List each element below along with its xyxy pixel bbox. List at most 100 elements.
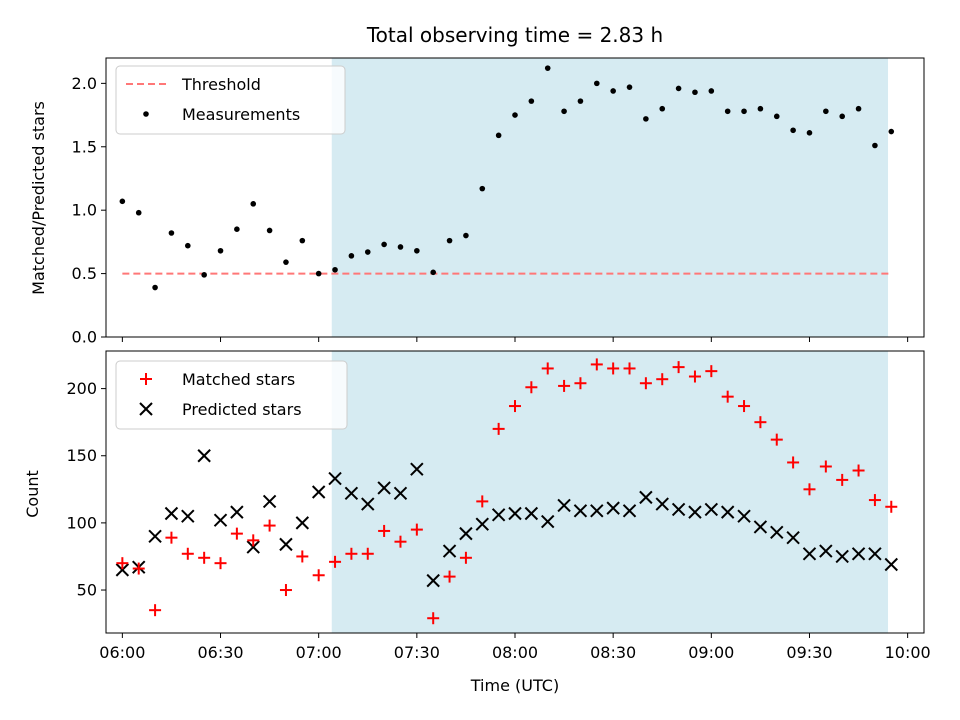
count-y-axis-label: Count: [23, 470, 42, 518]
measurement-point: [659, 105, 666, 112]
measurement-point: [626, 84, 633, 90]
predicted-star-point: [573, 504, 588, 518]
measurement-point: [855, 105, 862, 112]
measurement-point: [741, 108, 747, 115]
matched-star-point: [345, 547, 358, 560]
measurement-point: [381, 241, 387, 248]
predicted-star-point: [508, 506, 522, 521]
ratio-legend: Threshold Measurements: [115, 65, 346, 135]
predicted-star-point: [753, 520, 768, 534]
y-tick-label: 0.0: [72, 328, 97, 347]
matched-star-point: [329, 555, 342, 568]
predicted-star-point: [868, 547, 882, 561]
predicted-star-point: [246, 540, 260, 554]
x-tick-label: 06:30: [197, 643, 243, 662]
observing-window-shade: [331, 58, 889, 337]
predicted-star-point: [459, 526, 473, 541]
predicted-star-point: [655, 497, 669, 511]
matched-star-point: [132, 562, 145, 575]
predicted-star-point: [442, 544, 457, 558]
measurement-point: [135, 209, 142, 216]
measurement-point: [446, 237, 453, 244]
ratio-panel: 0.00.51.01.52.0 Matched/Predicted stars …: [29, 57, 925, 347]
matched-star-point: [688, 370, 701, 383]
x-tick-label: 09:30: [786, 643, 832, 662]
legend-measurements-swatch: [143, 111, 149, 117]
matched-star-point: [836, 473, 849, 486]
predicted-star-point: [426, 573, 440, 588]
matched-star-point: [312, 569, 325, 582]
ratio-x-ticks: [121, 337, 909, 342]
matched-star-point: [296, 550, 309, 563]
x-tick-label: 07:30: [394, 643, 440, 662]
matched-star-point: [410, 523, 423, 536]
x-tick-label: 10:00: [885, 643, 931, 662]
matched-star-point: [181, 547, 194, 560]
predicted-star-point: [491, 508, 506, 522]
measurement-point: [643, 116, 649, 122]
matched-star-point: [754, 416, 767, 429]
matched-star-point: [263, 519, 276, 532]
measurement-point: [315, 270, 322, 277]
measurement-point: [217, 247, 224, 254]
matched-star-point: [525, 381, 538, 394]
measurement-point: [283, 259, 289, 265]
measurement-point: [757, 105, 764, 112]
measurement-point: [332, 266, 338, 273]
predicted-star-point: [557, 498, 571, 513]
legend-matched-label: Matched stars: [182, 370, 295, 389]
y-tick-label: 50: [77, 581, 97, 600]
predicted-star-point: [819, 544, 833, 558]
measurement-point: [544, 65, 551, 71]
predicted-star-point: [115, 563, 130, 577]
predicted-star-point: [884, 557, 898, 572]
y-tick-label: 1.5: [72, 137, 97, 156]
predicted-star-point: [262, 494, 277, 509]
matched-star-point: [443, 570, 456, 583]
matched-star-point: [590, 358, 603, 371]
measurement-point: [430, 269, 437, 276]
predicted-star-point: [279, 537, 293, 552]
y-tick-label: 2.0: [72, 74, 97, 93]
measurement-point: [250, 201, 257, 207]
matched-star-point: [885, 500, 898, 513]
matched-star-point: [459, 551, 472, 564]
predicted-star-point: [524, 506, 539, 521]
measurement-point: [806, 130, 813, 136]
predicted-star-point: [213, 513, 228, 527]
measurement-point: [773, 113, 780, 120]
predicted-star-point: [164, 506, 179, 521]
measurement-point: [790, 127, 796, 134]
measurement-point: [414, 247, 420, 254]
legend-measurements-label: Measurements: [182, 105, 300, 124]
measurement-point: [675, 85, 682, 92]
legend-predicted-label: Predicted stars: [182, 400, 302, 419]
predicted-star-point: [590, 504, 604, 518]
predicted-star-point: [410, 462, 424, 476]
predicted-star-point: [835, 549, 849, 564]
observing-window-shade: [331, 351, 889, 633]
measurement-point: [152, 284, 158, 291]
matched-star-point: [623, 362, 636, 375]
predicted-star-point: [622, 504, 637, 518]
predicted-star-point: [851, 547, 866, 561]
measurement-point: [692, 89, 698, 96]
measurement-point: [463, 232, 469, 239]
measurement-point: [201, 272, 207, 278]
measurement-point: [168, 230, 175, 236]
measurement-point: [348, 253, 355, 259]
matched-star-point: [819, 460, 832, 473]
predicted-star-point: [230, 505, 244, 519]
measurement-point: [577, 98, 584, 104]
measurement-point: [512, 112, 518, 118]
count-x-ticks: 06:00 06:30 07:00 07:30 08:00 08:30 09:00 09:30…: [99, 633, 931, 662]
count-legend-box: [115, 360, 348, 430]
matched-star-point: [378, 524, 391, 537]
y-tick-label: 1.0: [72, 201, 97, 220]
predicted-star-point: [770, 525, 784, 539]
matched-star-point: [558, 379, 571, 392]
measurement-point: [397, 244, 404, 250]
predicted-star-point: [311, 485, 326, 499]
matched-star-point: [165, 531, 178, 544]
measurement-point: [495, 132, 502, 139]
